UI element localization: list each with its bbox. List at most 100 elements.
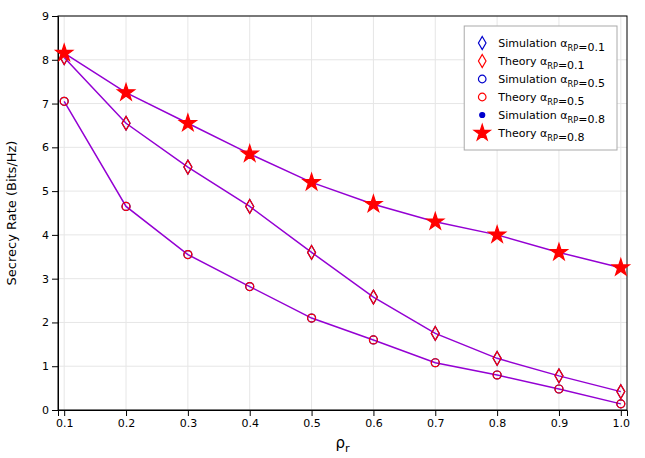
tick-mark	[250, 410, 251, 416]
tick: 7	[42, 98, 58, 111]
grid-line	[620, 16, 621, 410]
series-markers	[60, 51, 625, 399]
marker	[60, 97, 68, 105]
marker	[369, 336, 377, 344]
line	[64, 53, 621, 268]
tick: 1.0	[613, 410, 631, 430]
series-markers	[62, 51, 624, 271]
tick-label: 3	[42, 273, 49, 286]
legend-box	[464, 26, 617, 150]
tick-label: 5	[42, 185, 49, 198]
tick: 0.7	[427, 410, 445, 430]
tick-mark	[126, 410, 127, 416]
legend-label: Simulation αRP=0.5	[498, 73, 605, 90]
marker	[493, 351, 501, 365]
grid-line	[373, 16, 374, 410]
marker	[617, 400, 625, 408]
legend-label: Simulation αRP=0.1	[498, 37, 605, 54]
legend-symbol	[478, 36, 486, 49]
marker	[246, 283, 254, 291]
marker	[122, 116, 130, 130]
marker	[431, 359, 439, 367]
tick: 1	[42, 360, 58, 373]
marker	[184, 251, 192, 259]
tick: 0.3	[180, 410, 198, 430]
legend-symbol	[480, 112, 485, 117]
marker	[617, 385, 625, 399]
tick-mark	[435, 410, 436, 416]
grid-line	[58, 234, 627, 235]
marker	[550, 243, 567, 259]
marks	[56, 44, 630, 408]
marker	[369, 290, 377, 304]
x-axis-title: ρr	[335, 434, 350, 455]
tick-label: 8	[42, 54, 49, 67]
marker	[369, 336, 377, 344]
legend: Simulation αRP=0.1Theory αRP=0.1 Simulati…	[464, 26, 617, 150]
tick: 5	[42, 185, 58, 198]
y-axis: 0 1 2 3 4 5 6 7 8 9	[42, 10, 59, 417]
marker	[241, 145, 258, 161]
marker	[122, 202, 130, 210]
tick-label: 1	[42, 360, 49, 373]
tick-mark	[52, 410, 58, 411]
tick-label: 7	[42, 98, 49, 111]
tick: 2	[42, 316, 58, 329]
marker	[308, 314, 316, 322]
marker	[555, 385, 563, 393]
marker	[303, 173, 320, 189]
tick: 9	[42, 10, 58, 23]
marker	[489, 226, 506, 242]
tick-mark	[52, 147, 58, 148]
tick-mark	[52, 191, 58, 192]
tick: 8	[42, 54, 58, 67]
tick-label: 0	[42, 404, 49, 417]
marker	[60, 97, 68, 105]
tick-label: 0.6	[365, 417, 383, 430]
legend-symbol	[478, 54, 486, 67]
marker	[617, 385, 625, 399]
marker	[308, 245, 316, 259]
grid-line	[58, 322, 627, 323]
tick-mark	[52, 60, 58, 61]
tick-mark	[64, 410, 65, 416]
legend-label: Theory αRP=0.8	[497, 127, 584, 144]
tick-label: 0.1	[56, 417, 74, 430]
tick-mark	[52, 366, 58, 367]
y-axis-title: Secrecy Rate (Bits/Hz)	[4, 141, 19, 286]
grid-line	[187, 16, 188, 410]
tick-mark	[559, 410, 560, 416]
legend-label: Theory αRP=0.5	[497, 91, 584, 108]
tick-label: 0.2	[118, 417, 136, 430]
tick-label: 4	[42, 229, 49, 242]
marker	[184, 160, 192, 174]
marker	[184, 251, 192, 259]
tick-label: 2	[42, 316, 49, 329]
axis-line	[59, 411, 628, 417]
plot: 0.10.20.30.40.50.60.70.80.91.00123456789…	[42, 10, 630, 430]
marker	[246, 200, 254, 214]
legend-item: Theory αRP=0.5	[478, 91, 584, 108]
grid-line	[126, 16, 127, 410]
tick: 0.4	[241, 410, 259, 430]
grid-line	[311, 16, 312, 410]
tick: 0.1	[56, 410, 74, 430]
tick: 0.8	[489, 410, 507, 430]
marker	[308, 314, 316, 322]
marker	[179, 114, 196, 130]
tick-mark	[188, 410, 189, 416]
tick-mark	[497, 410, 498, 416]
legend-item: Theory αRP=0.1	[478, 54, 584, 71]
tick: 0.5	[303, 410, 321, 430]
tick: 0.2	[118, 410, 136, 430]
legend-symbol	[478, 75, 486, 83]
tick-mark	[621, 410, 622, 416]
tick: 3	[42, 273, 58, 286]
marker	[246, 200, 254, 214]
tick-mark	[373, 410, 374, 416]
marker	[431, 326, 439, 340]
tick-mark	[52, 322, 58, 323]
tick-label: 6	[42, 141, 49, 154]
series-markers	[60, 51, 625, 399]
marker	[122, 116, 130, 130]
